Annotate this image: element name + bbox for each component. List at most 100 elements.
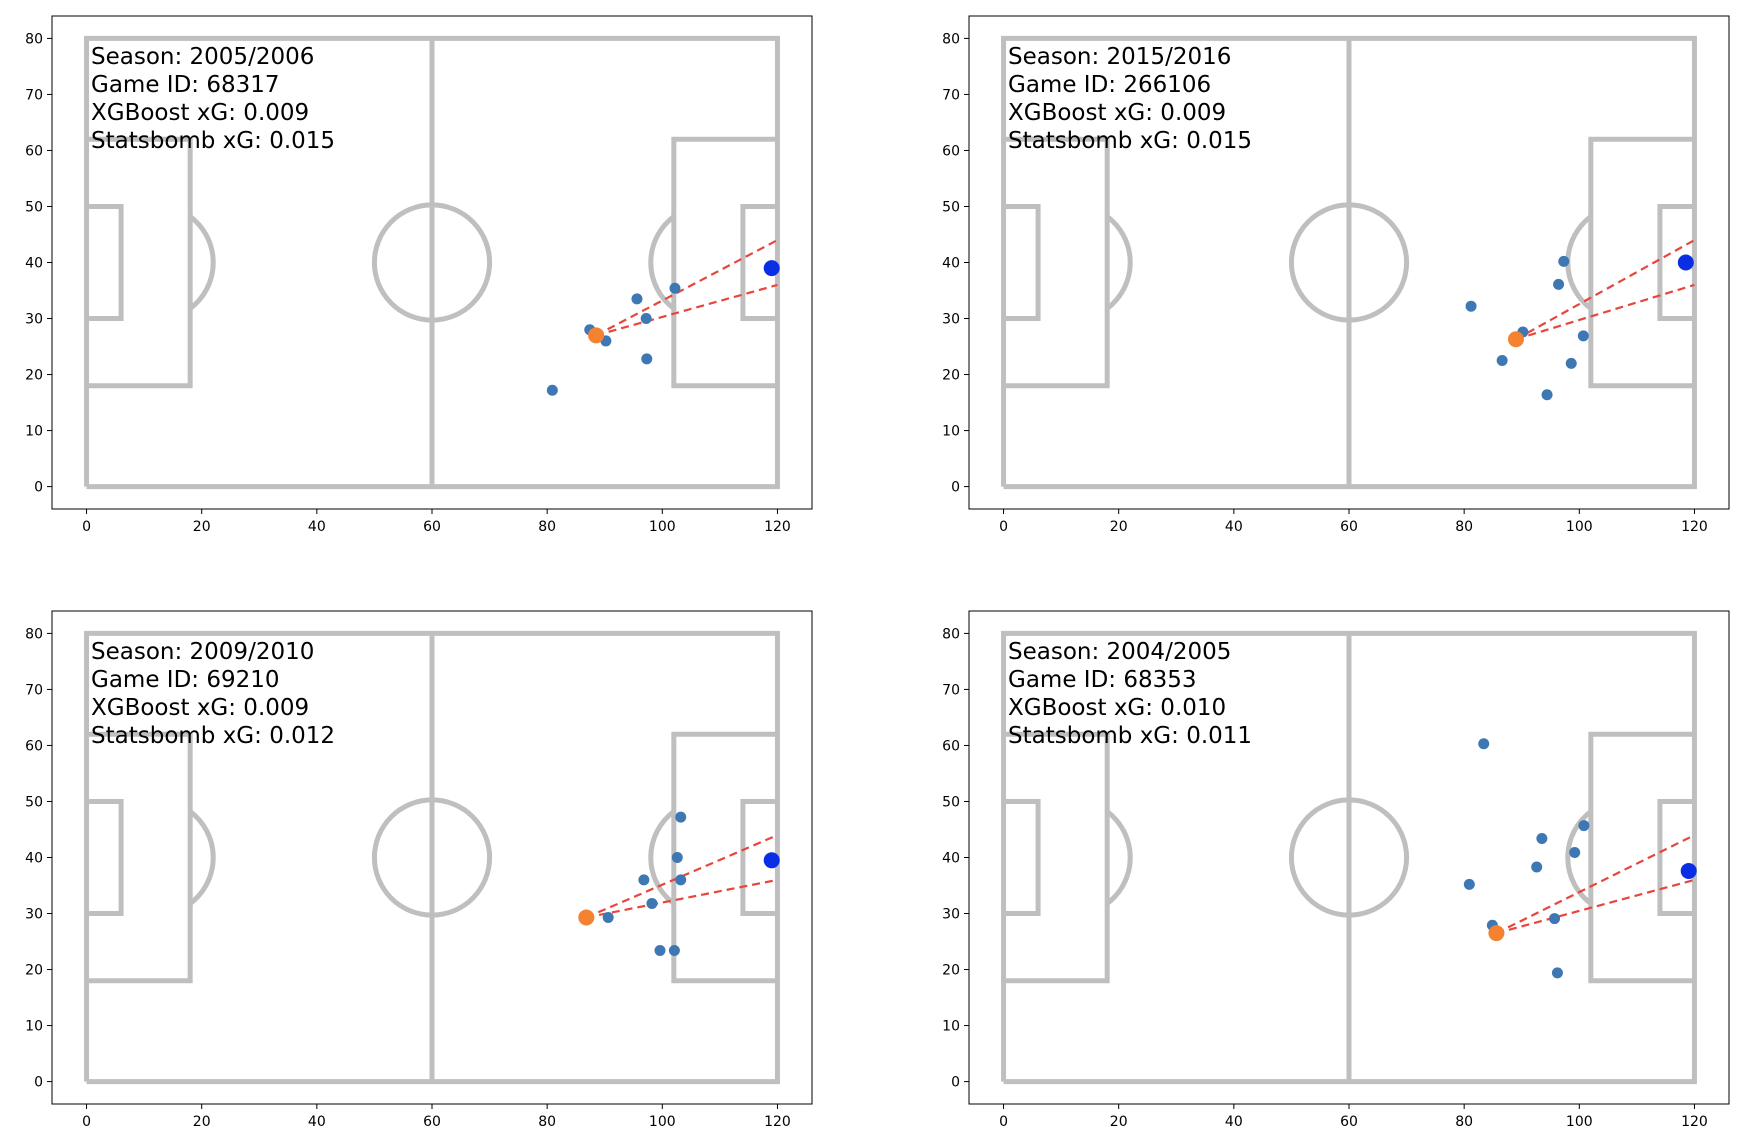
x-tick-label: 0 — [82, 1114, 91, 1130]
y-tick-label: 60 — [942, 143, 960, 159]
right-penalty-arc — [648, 809, 676, 906]
player-markers — [546, 282, 681, 396]
player-marker — [1531, 861, 1543, 873]
axis-ticks: 0 20 40 60 80 100 120 0 10 20 30 40 50 60 70 80 — [25, 626, 791, 1130]
x-tick-label: 120 — [1681, 1114, 1708, 1130]
pitch-panel-1: 0 20 40 60 80 100 120 0 10 20 30 40 50 60 70 80 Season: … — [25, 15, 813, 535]
player-marker — [646, 897, 658, 909]
x-tick-label: 20 — [193, 519, 211, 535]
y-tick-label: 60 — [25, 738, 43, 754]
centre-circle — [371, 797, 493, 918]
info-line: Statsbomb xG: 0.012 — [91, 723, 335, 749]
shot-cone — [1515, 239, 1695, 341]
player-marker — [1549, 913, 1561, 925]
player-markers — [1465, 255, 1589, 401]
pitch-outline — [84, 35, 780, 490]
shot-cone-line — [1515, 239, 1695, 341]
info-line: XGBoost xG: 0.009 — [1008, 100, 1226, 126]
shot-cone-line — [1495, 834, 1695, 935]
centre-circle — [371, 202, 493, 323]
y-tick-label: 80 — [942, 31, 960, 47]
info-line: XGBoost xG: 0.009 — [91, 100, 309, 126]
y-tick-label: 60 — [25, 143, 43, 159]
player-marker — [1553, 278, 1565, 290]
right-penalty-box — [671, 136, 778, 389]
right-penalty-box — [1588, 731, 1695, 984]
left-six-yard-box — [1003, 798, 1041, 917]
x-tick-label: 40 — [1225, 519, 1243, 535]
player-marker — [669, 282, 681, 294]
y-tick-label: 20 — [25, 963, 43, 979]
y-tick-label: 10 — [942, 424, 960, 440]
goalkeeper-marker — [763, 260, 780, 277]
player-marker — [602, 911, 614, 923]
y-tick-label: 50 — [942, 199, 960, 215]
y-tick-label: 30 — [942, 312, 960, 328]
player-marker — [1551, 967, 1563, 979]
info-line: XGBoost xG: 0.010 — [1008, 695, 1226, 721]
x-tick-label: 120 — [1681, 519, 1708, 535]
y-tick-label: 40 — [942, 256, 960, 272]
y-tick-label: 0 — [34, 1075, 43, 1091]
x-tick-label: 60 — [1340, 1114, 1358, 1130]
left-six-yard-box — [86, 203, 124, 322]
shot-cone-line — [1496, 878, 1695, 935]
shot-cone-line — [1515, 283, 1695, 341]
x-tick-label: 20 — [193, 1114, 211, 1130]
player-marker — [1578, 820, 1590, 832]
info-line: Season: 2004/2005 — [1008, 639, 1231, 665]
player-marker — [654, 944, 666, 956]
player-marker — [640, 313, 652, 325]
goalkeeper-marker — [1680, 862, 1697, 879]
x-tick-label: 20 — [1110, 519, 1128, 535]
player-marker — [1565, 357, 1577, 369]
y-tick-label: 10 — [942, 1019, 960, 1035]
left-six-yard-box — [86, 798, 124, 917]
axis-ticks: 0 20 40 60 80 100 120 0 10 20 30 40 50 60 70 80 — [942, 31, 1708, 535]
player-marker — [1463, 878, 1475, 890]
pitch-outline — [84, 630, 780, 1085]
y-tick-label: 70 — [942, 682, 960, 698]
axis-ticks: 0 20 40 60 80 100 120 0 10 20 30 40 50 60 70 80 — [25, 31, 791, 535]
x-tick-label: 100 — [1566, 1114, 1593, 1130]
y-tick-label: 30 — [25, 907, 43, 923]
y-tick-label: 80 — [25, 31, 43, 47]
info-line: XGBoost xG: 0.009 — [91, 695, 309, 721]
x-tick-label: 100 — [1566, 519, 1593, 535]
left-penalty-box — [1003, 136, 1110, 389]
x-tick-label: 0 — [82, 519, 91, 535]
player-marker — [1558, 255, 1570, 267]
pitch-panel-3: 0 20 40 60 80 100 120 0 10 20 30 40 50 60 70 80 Season: … — [25, 610, 813, 1130]
pitch-outline — [1001, 35, 1697, 490]
player-marker — [675, 811, 687, 823]
left-six-yard-box — [1003, 203, 1041, 322]
left-penalty-arc — [188, 809, 216, 906]
shot-marker — [1507, 331, 1524, 348]
y-tick-label: 70 — [25, 682, 43, 698]
x-tick-label: 100 — [649, 519, 676, 535]
x-tick-label: 0 — [999, 519, 1008, 535]
player-marker — [671, 852, 683, 863]
player-marker — [1496, 355, 1508, 367]
info-line: Statsbomb xG: 0.015 — [91, 128, 335, 154]
centre-circle — [1288, 202, 1410, 323]
right-penalty-box — [1588, 136, 1695, 389]
y-tick-label: 10 — [25, 424, 43, 440]
right-six-yard-box — [740, 203, 778, 322]
pitch-markings — [84, 35, 780, 490]
player-marker — [631, 293, 643, 305]
info-line: Game ID: 266106 — [1008, 72, 1211, 98]
x-tick-label: 20 — [1110, 1114, 1128, 1130]
y-tick-label: 40 — [25, 256, 43, 272]
player-marker — [1541, 389, 1553, 401]
right-penalty-arc — [648, 214, 676, 311]
info-line: Game ID: 68353 — [1008, 667, 1197, 693]
info-line: Statsbomb xG: 0.011 — [1008, 723, 1252, 749]
axis-ticks: 0 20 40 60 80 100 120 0 10 20 30 40 50 60 70 80 — [942, 626, 1708, 1130]
x-tick-label: 100 — [649, 1114, 676, 1130]
info-line: Season: 2005/2006 — [91, 44, 314, 70]
left-penalty-box — [1003, 731, 1110, 984]
